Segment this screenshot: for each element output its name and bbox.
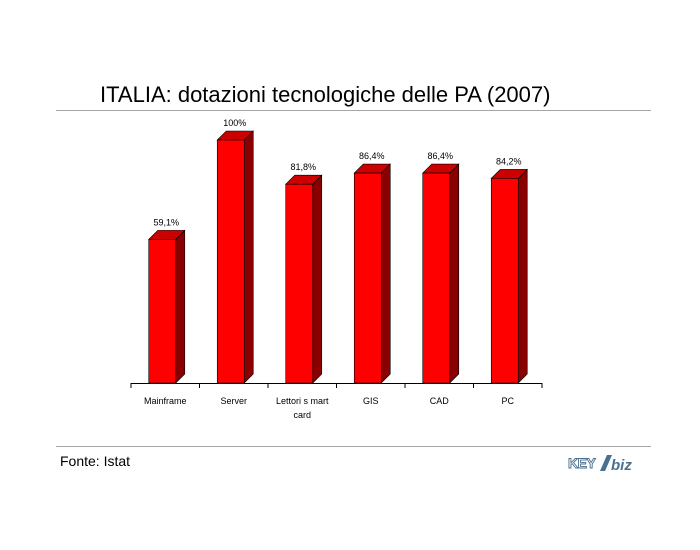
data-label: 86,4% [359, 151, 385, 161]
footer-divider [56, 446, 651, 447]
title-divider [56, 110, 651, 111]
bar [216, 139, 245, 384]
source-note: Fonte: Istat [60, 453, 131, 469]
data-label: 100% [223, 118, 246, 128]
data-label: 59,1% [153, 217, 179, 227]
bar [353, 172, 382, 384]
svg-text:KEY: KEY [568, 455, 596, 471]
bar [490, 178, 519, 384]
category-label: PC [501, 396, 514, 406]
bar [148, 239, 177, 384]
bar-side [312, 174, 323, 384]
data-label: 84,2% [496, 156, 522, 166]
svg-text:biz: biz [611, 457, 632, 474]
category-label: CAD [430, 396, 450, 406]
bar [422, 172, 451, 384]
bar-side [449, 163, 460, 384]
category-label: Server [220, 396, 247, 406]
category-label: Lettori s mart [276, 396, 329, 406]
bar-side [380, 163, 391, 384]
key4biz-logo: KEY biz [568, 455, 633, 474]
category-label: GIS [363, 396, 379, 406]
bar-side [243, 130, 254, 384]
bar-side [517, 168, 528, 384]
data-label: 86,4% [427, 151, 453, 161]
bar-side [175, 229, 186, 384]
data-label: 81,8% [290, 162, 316, 172]
bar [285, 183, 314, 384]
category-label: card [293, 410, 311, 420]
chart-title: ITALIA: dotazioni tecnologiche delle PA … [100, 82, 551, 107]
category-label: Mainframe [144, 396, 187, 406]
